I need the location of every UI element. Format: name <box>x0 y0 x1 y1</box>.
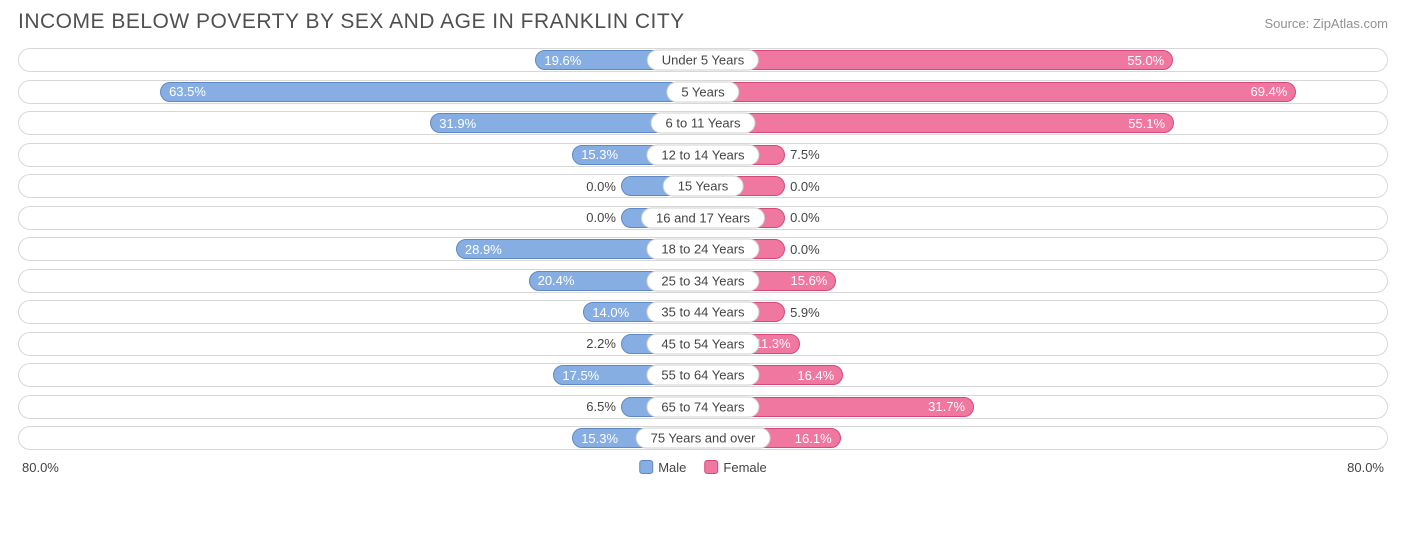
male-bar: 63.5% <box>160 82 703 102</box>
legend-female: Female <box>704 460 766 475</box>
axis-max-left: 80.0% <box>22 460 59 475</box>
chart-row: 63.5% 69.4% 5 Years <box>18 80 1388 104</box>
chart-row: 19.6% 55.0% Under 5 Years <box>18 48 1388 72</box>
chart-row: 15.3% 16.1% 75 Years and over <box>18 426 1388 450</box>
chart-row: 31.9% 55.1% 6 to 11 Years <box>18 111 1388 135</box>
chart-row: 15.3% 7.5% 12 to 14 Years <box>18 143 1388 167</box>
female-value: 16.4% <box>797 366 834 384</box>
chart-row: 0.0% 0.0% 15 Years <box>18 174 1388 198</box>
chart-row: 28.9% 0.0% 18 to 24 Years <box>18 237 1388 261</box>
female-bar: 69.4% <box>703 82 1296 102</box>
category-label: 16 and 17 Years <box>641 207 765 228</box>
female-value: 0.0% <box>784 240 820 258</box>
category-label: 18 to 24 Years <box>646 239 759 260</box>
legend: Male Female <box>639 460 767 475</box>
legend-swatch-male <box>639 460 653 474</box>
category-label: 12 to 14 Years <box>646 144 759 165</box>
category-label: 15 Years <box>663 176 744 197</box>
axis-row: 80.0% Male Female 80.0% <box>18 458 1388 475</box>
female-value: 31.7% <box>928 398 965 416</box>
female-value: 55.0% <box>1127 51 1164 69</box>
female-bar: 55.0% <box>703 50 1173 70</box>
male-value: 2.2% <box>586 335 622 353</box>
category-label: 25 to 34 Years <box>646 270 759 291</box>
category-label: 5 Years <box>666 81 739 102</box>
male-value: 0.0% <box>586 209 622 227</box>
female-value: 16.1% <box>795 429 832 447</box>
female-bar: 55.1% <box>703 113 1174 133</box>
female-value: 0.0% <box>784 177 820 195</box>
legend-swatch-female <box>704 460 718 474</box>
male-value: 15.3% <box>581 146 618 164</box>
male-value: 63.5% <box>169 83 206 101</box>
male-value: 20.4% <box>538 272 575 290</box>
female-value: 5.9% <box>784 303 820 321</box>
category-label: Under 5 Years <box>647 50 759 71</box>
male-value: 19.6% <box>544 51 581 69</box>
female-value: 7.5% <box>784 146 820 164</box>
chart-row: 14.0% 5.9% 35 to 44 Years <box>18 300 1388 324</box>
category-label: 45 to 54 Years <box>646 333 759 354</box>
male-value: 14.0% <box>592 303 629 321</box>
female-value: 55.1% <box>1128 114 1165 132</box>
female-value: 11.3% <box>755 335 791 353</box>
legend-label-female: Female <box>723 460 766 475</box>
male-value: 28.9% <box>465 240 502 258</box>
legend-label-male: Male <box>658 460 686 475</box>
chart-title: INCOME BELOW POVERTY BY SEX AND AGE IN F… <box>18 10 685 34</box>
chart-source: Source: ZipAtlas.com <box>1264 16 1388 31</box>
female-value: 69.4% <box>1250 83 1287 101</box>
chart-header: INCOME BELOW POVERTY BY SEX AND AGE IN F… <box>18 10 1388 34</box>
chart-row: 6.5% 31.7% 65 to 74 Years <box>18 395 1388 419</box>
diverging-bar-chart: 19.6% 55.0% Under 5 Years 63.5% 69.4% 5 Years… <box>18 48 1388 450</box>
chart-row: 2.2% 11.3%45 to 54 Years <box>18 332 1388 356</box>
legend-male: Male <box>639 460 686 475</box>
chart-row: 17.5% 16.4% 55 to 64 Years <box>18 363 1388 387</box>
category-label: 6 to 11 Years <box>651 113 756 134</box>
male-value: 31.9% <box>439 114 476 132</box>
male-value: 17.5% <box>562 366 599 384</box>
category-label: 65 to 74 Years <box>646 396 759 417</box>
chart-row: 0.0% 0.0% 16 and 17 Years <box>18 206 1388 230</box>
male-value: 6.5% <box>586 398 622 416</box>
category-label: 75 Years and over <box>636 428 771 449</box>
axis-max-right: 80.0% <box>1347 460 1384 475</box>
male-value: 15.3% <box>581 429 618 447</box>
male-value: 0.0% <box>586 177 622 195</box>
category-label: 55 to 64 Years <box>646 365 759 386</box>
female-value: 15.6% <box>791 272 828 290</box>
chart-row: 20.4% 15.6% 25 to 34 Years <box>18 269 1388 293</box>
female-value: 0.0% <box>784 209 820 227</box>
category-label: 35 to 44 Years <box>646 302 759 323</box>
